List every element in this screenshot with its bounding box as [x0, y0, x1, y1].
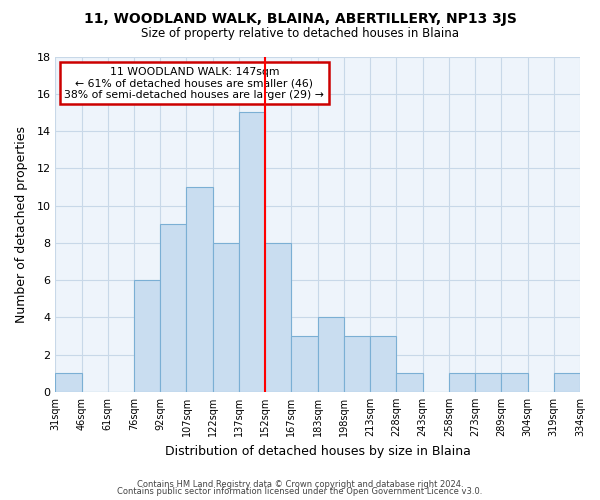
Bar — [554, 374, 580, 392]
Text: Contains public sector information licensed under the Open Government Licence v3: Contains public sector information licen… — [118, 488, 482, 496]
Bar — [55, 374, 82, 392]
Bar — [501, 374, 527, 392]
Bar — [213, 243, 239, 392]
Y-axis label: Number of detached properties: Number of detached properties — [15, 126, 28, 322]
Bar — [239, 112, 265, 392]
X-axis label: Distribution of detached houses by size in Blaina: Distribution of detached houses by size … — [165, 444, 470, 458]
Bar — [187, 187, 213, 392]
Bar — [475, 374, 501, 392]
Bar — [344, 336, 370, 392]
Bar — [370, 336, 397, 392]
Bar — [449, 374, 475, 392]
Text: 11, WOODLAND WALK, BLAINA, ABERTILLERY, NP13 3JS: 11, WOODLAND WALK, BLAINA, ABERTILLERY, … — [83, 12, 517, 26]
Bar — [134, 280, 160, 392]
Bar — [317, 318, 344, 392]
Text: Contains HM Land Registry data © Crown copyright and database right 2024.: Contains HM Land Registry data © Crown c… — [137, 480, 463, 489]
Bar — [160, 224, 187, 392]
Bar — [397, 374, 422, 392]
Text: 11 WOODLAND WALK: 147sqm
← 61% of detached houses are smaller (46)
38% of semi-d: 11 WOODLAND WALK: 147sqm ← 61% of detach… — [64, 66, 324, 100]
Bar — [292, 336, 317, 392]
Text: Size of property relative to detached houses in Blaina: Size of property relative to detached ho… — [141, 28, 459, 40]
Bar — [265, 243, 292, 392]
